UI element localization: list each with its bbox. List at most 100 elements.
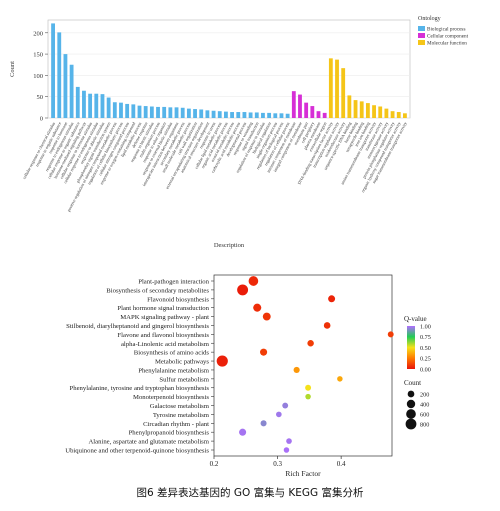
- bar: [353, 100, 358, 118]
- bar: [230, 112, 234, 118]
- pathway-label: Ubiquinone and other terpenoid-quinone b…: [65, 448, 209, 455]
- bar: [82, 90, 86, 118]
- pathway-label: Circadian rhythm - plant: [143, 421, 209, 428]
- pathway-point: [293, 366, 300, 374]
- pathway-label: Flavonoid biosynthesis: [147, 296, 209, 303]
- bar: [261, 112, 265, 118]
- bar: [51, 23, 55, 119]
- bar: [403, 113, 407, 118]
- bar: [186, 108, 191, 118]
- bar: [174, 107, 179, 118]
- pathway-point: [216, 355, 228, 367]
- bar: [162, 106, 167, 118]
- bar: [341, 68, 346, 118]
- bar: [88, 93, 93, 118]
- x-axis-label: Rich Factor: [285, 469, 321, 478]
- pathway-point: [276, 411, 282, 418]
- x-tick-label: 0.2: [210, 460, 219, 468]
- bar: [242, 112, 247, 118]
- bar: [131, 104, 136, 118]
- pathway-point: [248, 276, 259, 286]
- x-tick-label: 0.3: [273, 460, 282, 468]
- bar: [347, 95, 352, 118]
- pathway-label: alpha-Linolenic acid metabolism: [121, 341, 210, 348]
- legend-swatch: [418, 40, 425, 45]
- bar: [205, 110, 210, 118]
- y-tick-label: 0: [40, 116, 43, 123]
- bar: [199, 109, 204, 118]
- bar: [112, 102, 117, 118]
- y-tick-label: 200: [33, 30, 43, 37]
- pathway-point: [307, 340, 314, 347]
- bar: [279, 113, 284, 118]
- legend-label: Molecular function: [427, 40, 467, 47]
- size-legend-dot: [406, 409, 416, 419]
- bar: [384, 108, 389, 118]
- color-legend-tick: 1.00: [420, 323, 431, 330]
- kegg-enrichment-dot-plot: 0.2 0.3 0.4 Rich Factor Plant-pathogen inter…: [65, 274, 431, 478]
- bar: [254, 112, 259, 118]
- pathway-label: Plant hormone signal transduction: [117, 305, 209, 312]
- size-legend-dot: [407, 390, 415, 398]
- legend-swatch: [418, 33, 425, 38]
- pathway-point: [337, 376, 343, 382]
- bar: [149, 106, 154, 118]
- y-tick-label: 100: [33, 73, 43, 80]
- bar: [390, 111, 395, 118]
- pathway-label: Monoterpenoid biosynthesis: [133, 394, 209, 401]
- pathway-label: MAPK signaling pathway - plant: [120, 314, 209, 321]
- legend-label: Biological process: [427, 27, 465, 33]
- size-legend-title: Count: [404, 379, 421, 387]
- pathway-point: [260, 420, 267, 427]
- bar: [63, 54, 68, 118]
- bar: [75, 86, 80, 118]
- plot-frame: [213, 274, 393, 457]
- x-axis-label: Description: [214, 242, 245, 249]
- pathway-point: [282, 402, 289, 409]
- pathway-point: [239, 428, 247, 436]
- color-legend-tick: 0.00: [420, 366, 431, 373]
- pathway-label: Phenylpropanoid biosynthesis: [129, 430, 210, 437]
- legend-title: Ontology: [418, 16, 441, 22]
- bar: [248, 112, 253, 118]
- bar: [57, 32, 62, 118]
- bar: [106, 97, 111, 118]
- pathway-point: [387, 331, 394, 338]
- bar: [378, 106, 383, 118]
- pathway-point: [260, 348, 268, 356]
- bar: [125, 103, 130, 118]
- pathway-label: Stilbenoid, diarylheptanoid and gingerol…: [66, 323, 209, 330]
- pathway-label: Flavone and flavonol biosynthesis: [117, 332, 209, 339]
- color-legend-tick: 0.25: [420, 356, 431, 363]
- bar: [137, 105, 142, 118]
- bar: [224, 111, 228, 118]
- pathway-point: [286, 438, 292, 444]
- pathway-point: [328, 295, 336, 303]
- bar: [304, 102, 309, 118]
- x-tick-label: 0.4: [337, 460, 346, 468]
- bar: [396, 112, 401, 118]
- bar: [156, 106, 160, 118]
- bar: [217, 111, 222, 118]
- size-legend-dot: [405, 418, 417, 430]
- bar: [193, 109, 197, 118]
- bar: [328, 58, 333, 118]
- pathway-label: Phenylalanine, tyrosine and tryptophan b…: [70, 385, 210, 392]
- bar: [335, 59, 339, 118]
- size-legend-label: 800: [420, 421, 429, 428]
- bar: [322, 112, 327, 118]
- y-tick-label: 150: [33, 52, 43, 59]
- size-legend-label: 200: [420, 391, 429, 398]
- bar: [316, 111, 321, 118]
- color-bar: [407, 326, 415, 369]
- pathway-point: [262, 312, 271, 321]
- pathway-label: Alanine, aspartate and glutamate metabol…: [88, 439, 209, 446]
- bar: [372, 105, 376, 118]
- pathway-point: [237, 284, 249, 296]
- bar: [211, 110, 216, 118]
- bar: [94, 93, 99, 118]
- pathway-label: Biosynthesis of amino acids: [134, 350, 210, 357]
- bar: [365, 103, 370, 118]
